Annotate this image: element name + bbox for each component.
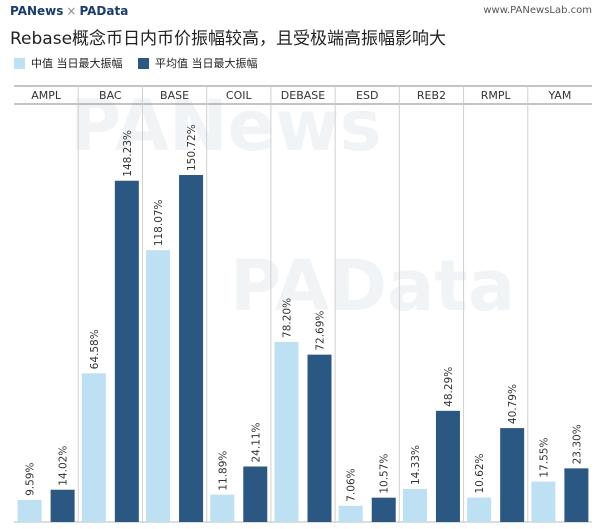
data-label: 11.89% [217,451,229,491]
bar-mean [500,428,525,522]
data-label: 24.11% [250,422,262,462]
category-label: RMPL [481,89,512,102]
data-label: 64.58% [89,329,101,369]
data-label: 9.59% [25,463,37,496]
data-label: 72.69% [315,311,327,351]
category-label: BASE [160,89,189,102]
data-label: 7.06% [346,468,358,501]
bar-median [338,505,363,522]
category-label: DEBASE [281,89,325,102]
data-label: 118.07% [153,199,165,246]
category-label: COIL [226,89,253,102]
data-label: 17.55% [538,438,550,478]
watermark-panews: PANews [70,85,382,167]
data-label: 14.02% [58,446,70,486]
bar-mean [307,354,332,522]
category-label: BAC [99,89,122,102]
chart-title: Rebase概念币日内币价振幅较高，且受极端高振幅影响大 [10,29,447,49]
data-label: 23.30% [571,424,583,464]
brand-left: PANews [10,4,64,18]
legend-label-median: 中值 当日最大振幅 [31,57,123,70]
bar-median [81,373,106,522]
site-url: www.PANewsLab.com [483,5,592,16]
bar-median [402,489,427,522]
bar-mean [114,180,139,523]
brand-right: PAData [79,4,129,18]
bar-median [467,497,492,522]
bar-median [17,499,42,522]
data-label: 48.29% [443,367,455,407]
brand-separator: × [66,4,77,18]
brand-logo: PANews × PAData [10,4,128,18]
bar-mean [371,497,396,522]
bar-mean [435,410,460,522]
chart-legend: 中值 当日最大振幅 平均值 当日最大振幅 [14,55,270,72]
legend-item-median: 中值 当日最大振幅 [14,55,123,71]
data-label: 10.57% [379,454,391,494]
watermark-padata: PAData [230,245,516,327]
header-bar: PANews × PAData www.PANewsLab.com [0,0,602,22]
legend-label-mean: 平均值 当日最大振幅 [155,57,258,70]
legend-item-mean: 平均值 当日最大振幅 [138,55,258,71]
bar-median [210,494,235,522]
data-label: 150.72% [186,124,198,171]
data-label: 10.62% [474,453,486,493]
category-label: ESD [356,89,378,102]
bar-mean [243,466,268,522]
data-label: 40.79% [507,384,519,424]
category-label: REB2 [417,89,446,102]
bar-mean [50,489,75,522]
category-label: YAM [547,89,571,102]
bar-mean [564,468,589,522]
bar-mean [179,175,204,522]
category-label: AMPL [31,89,62,102]
data-label: 148.23% [122,130,134,177]
bar-median [531,481,556,522]
legend-swatch-median [14,57,25,69]
legend-swatch-mean [138,57,149,69]
data-label: 78.20% [282,298,294,338]
data-label: 14.33% [410,445,422,485]
bar-median [274,341,299,522]
bar-median [146,250,171,522]
